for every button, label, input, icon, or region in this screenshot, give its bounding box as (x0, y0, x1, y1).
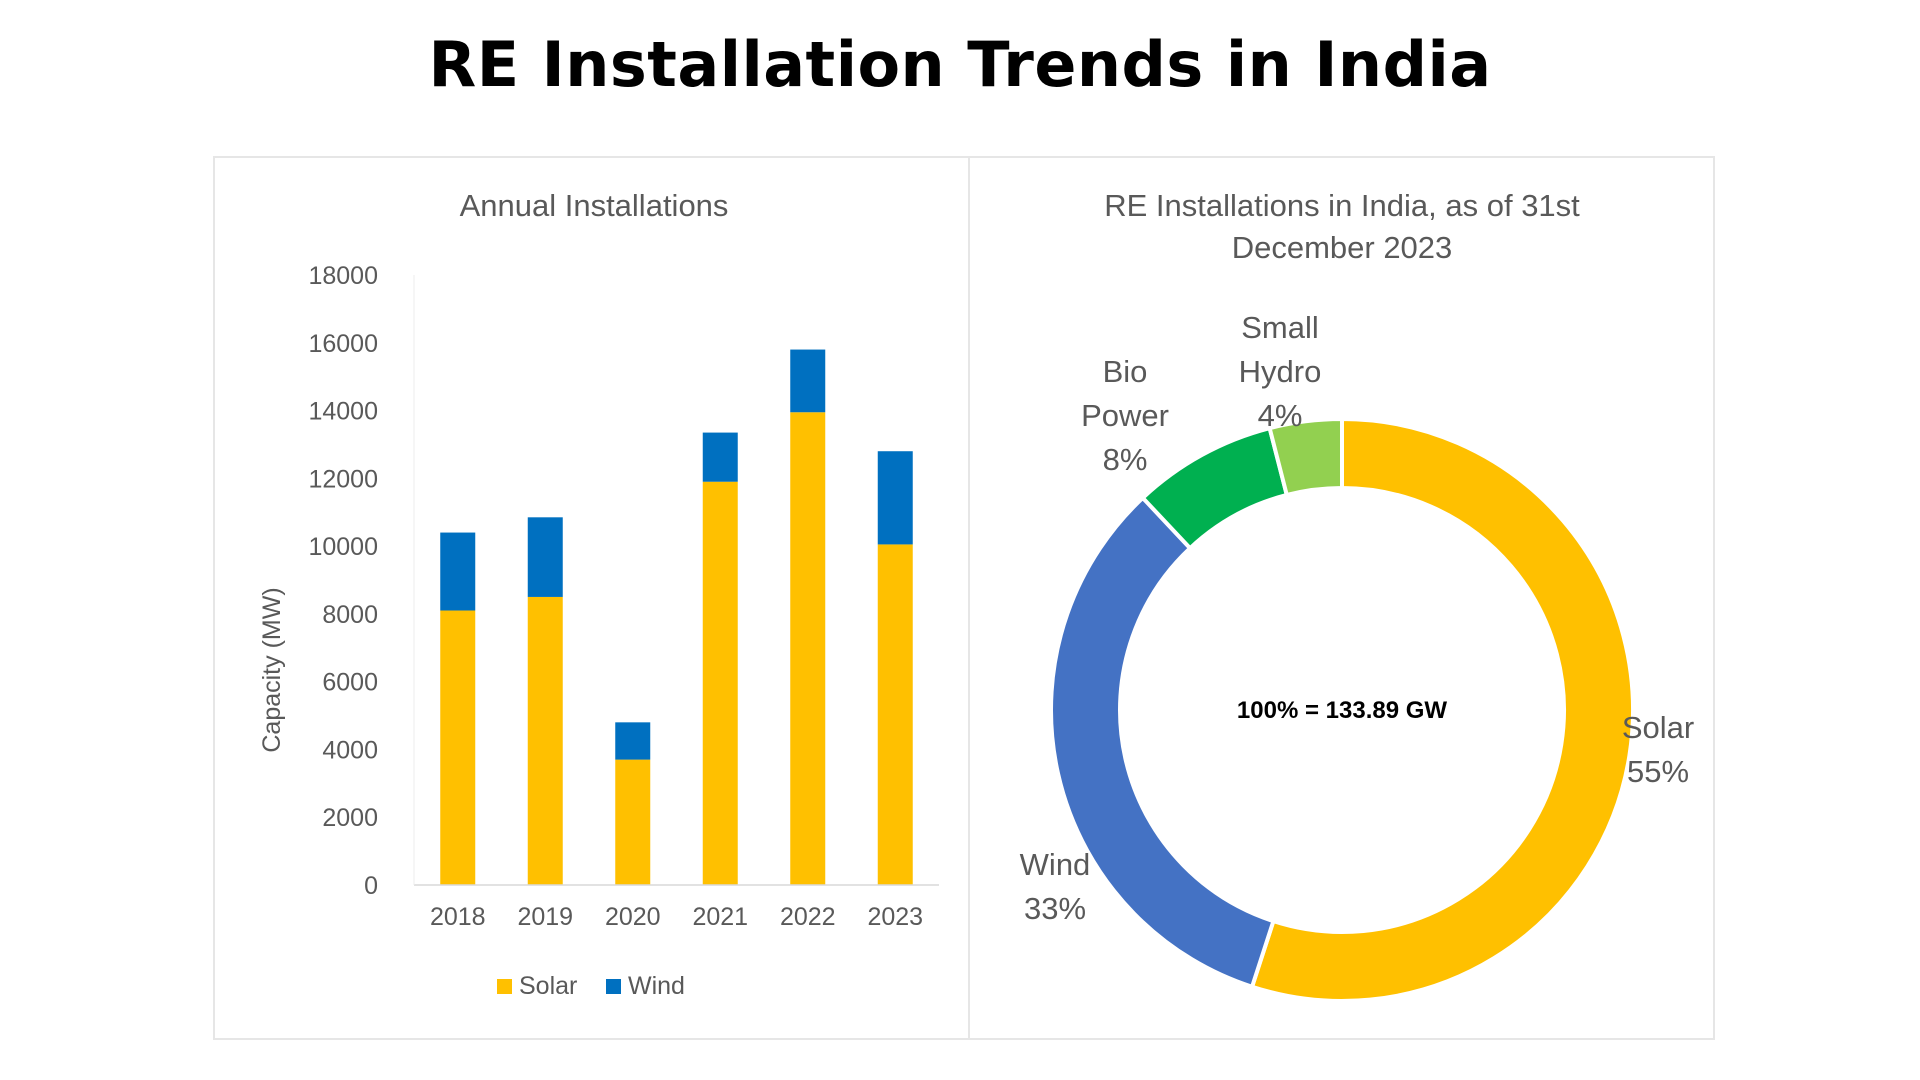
donut-label-bio-power: Bio Power 8% (1081, 354, 1169, 477)
bar-wind-2021 (702, 432, 738, 482)
bar-series (440, 349, 913, 885)
x-tick-label: 2021 (692, 903, 748, 931)
donut-labels: Solar 55% Wind 33% Bio Power 8% Small Hydro 4% (1020, 310, 1695, 926)
bar-solar-2020 (615, 759, 651, 885)
legend-label-solar: Solar (519, 972, 577, 1000)
y-tick-label: 16000 (308, 330, 378, 358)
donut-slices (1049, 416, 1635, 1003)
x-tick-label: 2019 (517, 903, 573, 931)
bar-solar-2019 (527, 596, 563, 885)
page-title: RE Installation Trends in India (428, 28, 1492, 101)
y-tick-label: 2000 (322, 804, 378, 832)
x-tick-label: 2018 (430, 903, 486, 931)
donut-slice-solar (1249, 416, 1635, 1003)
y-tick-label: 18000 (308, 262, 378, 290)
donut-slice-wind (1049, 495, 1276, 990)
bar-solar-2023 (877, 544, 913, 885)
bar-wind-2020 (615, 722, 651, 760)
legend-label-wind: Wind (628, 972, 685, 1000)
bar-wind-2018 (440, 532, 476, 611)
y-tick-label: 0 (364, 872, 378, 900)
donut-slice-small-hydro (1267, 416, 1344, 498)
donut-label-wind: Wind 33% (1020, 847, 1091, 926)
bar-solar-2021 (702, 481, 738, 885)
y-axis-label: Capacity (MW) (258, 587, 286, 752)
x-axis-ticks: 2018 2019 2020 2021 2022 2023 (430, 903, 923, 931)
donut-chart: RE Installations in India, as of 31st De… (1020, 188, 1695, 1003)
bar-wind-2022 (790, 349, 826, 413)
x-tick-label: 2020 (605, 903, 661, 931)
x-tick-label: 2023 (867, 903, 923, 931)
donut-chart-title-line-1: RE Installations in India, as of 31st (1104, 188, 1580, 223)
donut-chart-title-line-2: December 2023 (1232, 230, 1453, 265)
bar-chart-title: Annual Installations (460, 188, 729, 223)
y-tick-label: 8000 (322, 601, 378, 629)
bar-chart-panel: Annual Installations Capacity (MW) 0 2000… (213, 156, 970, 1040)
bar-wind-2019 (527, 517, 563, 597)
donut-label-small-hydro: Small Hydro 4% (1239, 310, 1322, 433)
bar-chart: Annual Installations Capacity (MW) 0 2000… (258, 188, 939, 1000)
legend-swatch-solar (497, 979, 512, 994)
donut-chart-panel: RE Installations in India, as of 31st De… (968, 156, 1715, 1040)
bar-wind-2023 (877, 451, 913, 545)
donut-label-solar: Solar 55% (1622, 710, 1694, 789)
legend-swatch-wind (606, 979, 621, 994)
y-tick-label: 10000 (308, 533, 378, 561)
y-tick-label: 4000 (322, 736, 378, 764)
y-axis-ticks: 0 2000 4000 6000 8000 10000 12000 14000 16000 180… (308, 262, 378, 900)
bar-legend: Solar Wind (497, 972, 685, 1000)
bar-solar-2018 (440, 610, 476, 885)
y-tick-label: 12000 (308, 465, 378, 493)
x-tick-label: 2022 (780, 903, 836, 931)
y-tick-label: 14000 (308, 398, 378, 426)
bar-solar-2022 (790, 412, 826, 885)
y-tick-label: 6000 (322, 669, 378, 697)
donut-center-label: 100% = 133.89 GW (1237, 697, 1447, 724)
